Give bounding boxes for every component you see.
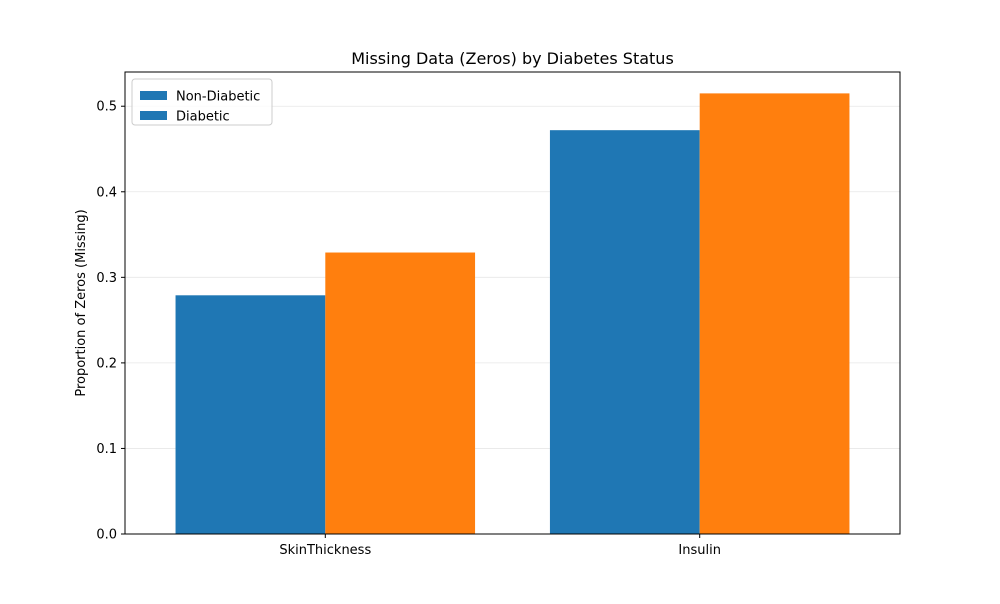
legend-swatch — [140, 111, 167, 120]
bar-diabetic-insulin — [699, 93, 850, 534]
y-tick-label: 0.1 — [96, 442, 117, 457]
y-tick-label: 0.2 — [96, 356, 117, 371]
x-tick-label: Insulin — [678, 543, 721, 558]
y-axis-ticks: 0.0 0.1 0.2 0.3 0.4 0.5 — [96, 100, 125, 543]
bar-non-diabetic-insulin — [549, 130, 700, 534]
y-tick-label: 0.0 — [96, 528, 117, 543]
legend-swatch — [140, 91, 167, 100]
y-tick-label: 0.3 — [96, 271, 117, 286]
legend-label: Non-Diabetic — [176, 90, 260, 105]
y-tick-label: 0.5 — [96, 100, 117, 115]
plot-frame — [124, 71, 901, 535]
bar-non-diabetic-skinthickness — [175, 295, 326, 534]
legend-label: Diabetic — [176, 110, 230, 125]
bars — [175, 93, 850, 534]
x-tick-label: SkinThickness — [279, 543, 371, 558]
y-tick-label: 0.4 — [96, 185, 117, 200]
chart-title: Missing Data (Zeros) by Diabetes Status — [351, 49, 674, 68]
bar-diabetic-skinthickness — [325, 252, 476, 534]
y-axis-label: Proportion of Zeros (Missing) — [74, 209, 89, 396]
legend: Non-Diabetic Diabetic — [131, 78, 273, 126]
x-axis-ticks: SkinThickness Insulin — [279, 534, 721, 558]
